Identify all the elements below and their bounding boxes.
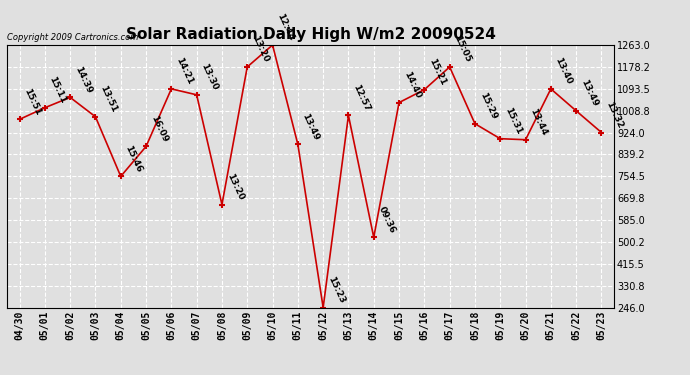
Text: 15:05: 15:05: [453, 34, 473, 64]
Text: 15:23: 15:23: [326, 275, 346, 305]
Text: 13:40: 13:40: [553, 56, 574, 86]
Text: 13:20: 13:20: [225, 172, 245, 202]
Text: 14:40: 14:40: [402, 70, 422, 100]
Text: 13:44: 13:44: [529, 107, 549, 137]
Text: 15:21: 15:21: [427, 57, 447, 87]
Text: 14:21: 14:21: [174, 56, 195, 86]
Text: 15:29: 15:29: [477, 91, 498, 121]
Title: Solar Radiation Daily High W/m2 20090524: Solar Radiation Daily High W/m2 20090524: [126, 27, 495, 42]
Text: 12:57: 12:57: [351, 83, 371, 112]
Text: 15:11: 15:11: [48, 75, 68, 105]
Text: 13:49: 13:49: [301, 112, 321, 142]
Text: 13:51: 13:51: [98, 84, 119, 114]
Text: 13:32: 13:32: [604, 100, 624, 130]
Text: 09:36: 09:36: [377, 205, 397, 234]
Text: 14:39: 14:39: [73, 64, 93, 94]
Text: 15:51: 15:51: [22, 87, 43, 117]
Text: 16:09: 16:09: [149, 114, 169, 144]
Text: 15:31: 15:31: [503, 106, 523, 136]
Text: 13:20: 13:20: [250, 34, 270, 64]
Text: 13:30: 13:30: [199, 62, 219, 92]
Text: 12:44: 12:44: [275, 12, 296, 42]
Text: 13:49: 13:49: [579, 78, 600, 108]
Text: Copyright 2009 Cartronics.com: Copyright 2009 Cartronics.com: [7, 33, 138, 42]
Text: 15:46: 15:46: [124, 144, 144, 174]
